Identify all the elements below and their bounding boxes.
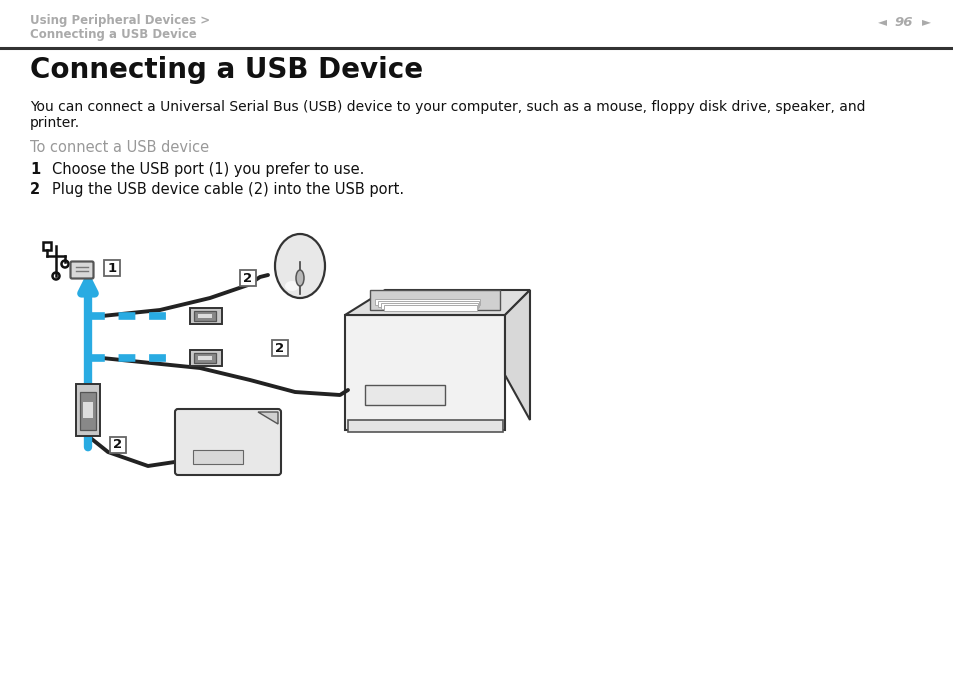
Bar: [76, 384, 100, 436]
Bar: [348, 420, 502, 432]
Ellipse shape: [285, 281, 298, 291]
Text: 96: 96: [894, 16, 912, 28]
Text: Connecting a USB Device: Connecting a USB Device: [30, 56, 423, 84]
Text: printer.: printer.: [30, 116, 80, 130]
Text: 1: 1: [30, 162, 40, 177]
Bar: [193, 311, 215, 321]
Bar: [365, 385, 444, 405]
Bar: [83, 402, 92, 418]
Polygon shape: [257, 412, 277, 424]
Polygon shape: [504, 290, 530, 420]
FancyBboxPatch shape: [240, 270, 255, 286]
Bar: [345, 315, 504, 430]
Bar: [190, 308, 222, 324]
FancyBboxPatch shape: [71, 262, 93, 278]
Bar: [198, 314, 212, 318]
FancyBboxPatch shape: [110, 437, 126, 453]
Bar: [43, 242, 51, 250]
Text: ◄: ◄: [877, 16, 885, 28]
Text: You can connect a Universal Serial Bus (USB) device to your computer, such as a : You can connect a Universal Serial Bus (…: [30, 100, 864, 114]
Bar: [380, 303, 477, 309]
Text: 2: 2: [275, 342, 284, 355]
Text: Using Peripheral Devices >: Using Peripheral Devices >: [30, 14, 210, 27]
Bar: [370, 290, 499, 310]
FancyBboxPatch shape: [104, 260, 120, 276]
Text: Plug the USB device cable (2) into the USB port.: Plug the USB device cable (2) into the U…: [52, 182, 404, 197]
Bar: [198, 356, 212, 360]
Bar: [193, 353, 215, 363]
Text: ►: ►: [921, 16, 929, 28]
Text: 2: 2: [30, 182, 40, 197]
Text: Connecting a USB Device: Connecting a USB Device: [30, 28, 196, 41]
Text: 2: 2: [243, 272, 253, 284]
Text: To connect a USB device: To connect a USB device: [30, 140, 209, 155]
Bar: [375, 299, 479, 305]
Text: 2: 2: [113, 439, 122, 452]
Bar: [190, 350, 222, 366]
Text: 1: 1: [108, 262, 116, 274]
FancyBboxPatch shape: [272, 340, 288, 356]
Polygon shape: [345, 290, 530, 315]
Bar: [193, 450, 243, 464]
Text: Choose the USB port (1) you prefer to use.: Choose the USB port (1) you prefer to us…: [52, 162, 364, 177]
Bar: [384, 305, 476, 311]
Bar: [80, 392, 96, 430]
FancyBboxPatch shape: [174, 409, 281, 475]
Ellipse shape: [274, 234, 325, 298]
Bar: [377, 301, 478, 307]
Ellipse shape: [295, 270, 304, 286]
